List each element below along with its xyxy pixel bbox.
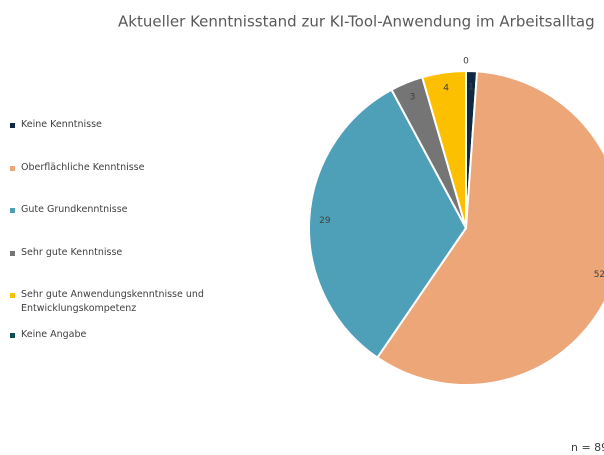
legend-label: Gute Grundkenntnisse — [21, 204, 128, 215]
pie-slice — [421, 69, 467, 229]
data-label: 1 — [468, 82, 474, 92]
legend-label: Sehr gute Anwendungskenntnisse und Entwi… — [21, 289, 204, 314]
data-label: 29 — [319, 216, 331, 226]
legend-label: Keine Angabe — [21, 329, 87, 340]
legend-swatch — [10, 208, 15, 213]
pie-slice — [375, 70, 604, 386]
data-label: 4 — [443, 84, 449, 94]
legend-item: Keine Kenntnisse — [8, 118, 208, 132]
legend-label: Keine Kenntnisse — [21, 119, 102, 130]
annotation: n = 89 — [571, 441, 604, 454]
legend-item: Oberflächliche Kenntnisse — [8, 161, 208, 175]
legend-item: Sehr gute Kenntnisse — [8, 246, 208, 260]
data-label: 0 — [463, 57, 469, 67]
legend-label: Oberflächliche Kenntnisse — [21, 162, 145, 173]
legend-swatch — [10, 293, 15, 298]
legend-swatch — [10, 251, 15, 256]
legend-swatch — [10, 333, 15, 338]
legend-label: Sehr gute Kenntnisse — [21, 247, 123, 258]
chart-title: Aktueller Kenntnisstand zur KI-Tool-Anwe… — [118, 13, 595, 31]
legend-swatch — [10, 123, 15, 128]
legend-item: Keine Angabe — [8, 328, 208, 342]
legend-item: Gute Grundkenntnisse — [8, 203, 208, 217]
legend-swatch — [10, 166, 15, 171]
data-label: 3 — [410, 93, 416, 103]
data-label: 52 — [594, 270, 604, 280]
legend-item: Sehr gute Anwendungskenntnisse und Entwi… — [8, 288, 208, 316]
